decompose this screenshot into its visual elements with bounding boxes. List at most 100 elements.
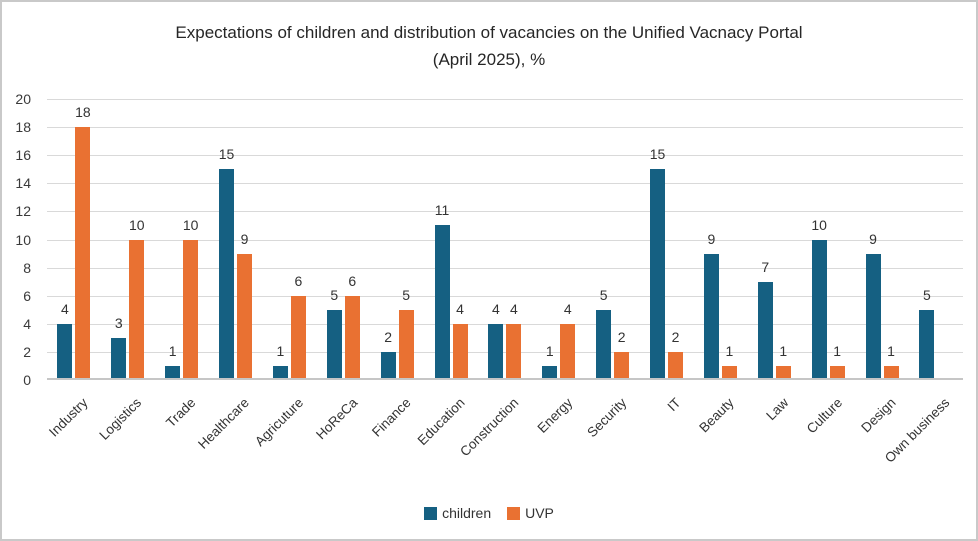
bar-uvp-industry: 18	[75, 105, 91, 380]
bar-children-law: 7	[757, 260, 773, 380]
bar-children-beauty: 9	[703, 232, 719, 380]
x-axis-label-agricuture: Agricuture	[251, 395, 307, 450]
bar-uvp-design: 1	[883, 344, 899, 380]
bar-children-logistics: 3	[111, 316, 127, 380]
chart-title: Expectations of children and distributio…	[2, 19, 976, 73]
bar-groups: 4 18 3 10 1 10 15 9 1 6 5 6 2 5 11 4 4 4 1 4 5 2 15 2 9 1 7 1 10 1 9 1 5	[47, 99, 963, 380]
data-label-uvp-beauty: 1	[725, 342, 734, 359]
bar-children-agricuture: 1	[272, 344, 288, 380]
bar-children-it: 15	[650, 147, 665, 380]
bar-uvp-energy: 4	[560, 302, 576, 380]
y-axis-tick-label-20: 20	[15, 91, 31, 107]
gridline-16	[47, 155, 963, 157]
y-axis-tick-label-6: 6	[23, 287, 31, 304]
bar-children-energy: 1	[542, 344, 558, 380]
bar-uvp-beauty: 1	[721, 344, 737, 380]
data-label-uvp-education: 4	[456, 300, 464, 317]
data-label-children-trade: 1	[168, 342, 177, 359]
bar-uvp-construction: 4	[506, 302, 522, 380]
y-axis-tick-label-0: 0	[23, 372, 31, 388]
y-axis: 0 2 4 6 8 10 12 14 16 18 20	[2, 91, 39, 388]
gridline-10	[47, 239, 963, 241]
data-label-uvp-design: 1	[887, 342, 895, 359]
data-label-children-culture: 10	[811, 216, 827, 233]
data-label-children-healthcare: 15	[218, 146, 235, 163]
x-axis-label-it: IT	[664, 395, 684, 415]
bar-children-healthcare: 15	[219, 147, 234, 380]
data-label-children-logistics: 3	[114, 314, 123, 331]
plot-area: 4 18 3 10 1 10 15 9 1 6 5 6 2 5 11 4 4 4 1 4 5 2 15 2 9 1 7 1 10 1 9 1 5	[47, 99, 963, 380]
y-axis-tick-label-4: 4	[23, 315, 31, 332]
gridline-2	[47, 351, 963, 353]
gridline-8	[47, 267, 963, 269]
x-axis-label-beauty: Beauty	[696, 395, 738, 436]
x-axis-label-security: Security	[584, 395, 630, 441]
x-axis-label-culture: Culture	[803, 395, 845, 437]
data-label-uvp-agricuture: 6	[294, 272, 303, 289]
data-label-children-education: 11	[434, 202, 450, 219]
y-axis-tick-label-14: 14	[15, 175, 31, 192]
bar-children-own-business: 5	[919, 288, 935, 380]
category-group-industry: 4 18	[47, 99, 101, 380]
bar-children-trade: 1	[165, 344, 181, 380]
data-label-uvp-security: 2	[617, 328, 626, 345]
bar-children-security: 5	[596, 288, 612, 380]
bar-children-industry: 4	[57, 302, 73, 380]
data-label-uvp-culture: 1	[833, 342, 842, 359]
x-axis-label-finance: Finance	[369, 395, 414, 440]
y-axis-tick-label-2: 2	[23, 343, 31, 360]
bar-uvp-trade: 10	[183, 218, 198, 380]
chart-title-line-1: Expectations of children and distributio…	[175, 23, 803, 42]
category-group-healthcare: 15 9	[209, 99, 263, 380]
bar-uvp-finance: 5	[398, 288, 414, 380]
bar-uvp-healthcare: 9	[237, 232, 253, 380]
data-label-children-own-business: 5	[923, 286, 931, 303]
x-axis-label-design: Design	[858, 395, 899, 436]
y-axis-tick-label-18: 18	[15, 119, 31, 136]
legend-label-uvp: UVP	[525, 505, 554, 521]
bar-uvp-security: 2	[614, 330, 630, 380]
bar-children-education: 11	[434, 203, 450, 380]
x-axis-label-energy: Energy	[534, 395, 576, 436]
data-label-uvp-it: 2	[671, 328, 680, 345]
x-axis-labels: Industry Logistics Trade Healthcare Agricutu…	[46, 382, 963, 492]
data-label-uvp-construction: 4	[510, 300, 518, 317]
x-axis-label-logistics: Logistics	[96, 395, 145, 443]
bar-children-design: 9	[865, 232, 881, 380]
legend: children UVP	[2, 505, 976, 521]
data-label-uvp-law: 1	[779, 342, 788, 359]
category-group-education: 11 4	[424, 99, 478, 380]
gridline-18	[47, 127, 963, 129]
y-axis-tick-label-10: 10	[15, 231, 31, 248]
data-label-uvp-finance: 5	[402, 286, 411, 303]
bar-uvp-agricuture: 6	[290, 274, 306, 380]
bar-uvp-law: 1	[775, 344, 791, 380]
data-label-uvp-industry: 18	[75, 104, 91, 121]
gridline-14	[47, 183, 963, 185]
bar-children-construction: 4	[488, 302, 504, 380]
legend-swatch-uvp	[507, 506, 521, 520]
legend-label-children: children	[442, 505, 492, 521]
legend-item-children: children	[424, 505, 491, 521]
bar-uvp-education: 4	[452, 302, 468, 380]
data-label-uvp-trade: 10	[182, 216, 199, 233]
bar-children-finance: 2	[380, 330, 396, 380]
category-group-culture: 10 1	[801, 99, 855, 380]
data-label-uvp-logistics: 10	[129, 216, 145, 233]
data-label-uvp-healthcare: 9	[240, 230, 249, 247]
category-group-logistics: 3 10	[101, 99, 155, 380]
legend-item-uvp: UVP	[507, 505, 554, 521]
x-axis-label-healthcare: Healthcare	[195, 395, 253, 452]
bar-uvp-logistics: 10	[129, 218, 145, 380]
legend-swatch-children	[424, 506, 438, 520]
x-axis-label-education: Education	[414, 395, 468, 449]
category-group-it: 15 2	[640, 99, 694, 380]
gridline-12	[47, 211, 963, 213]
